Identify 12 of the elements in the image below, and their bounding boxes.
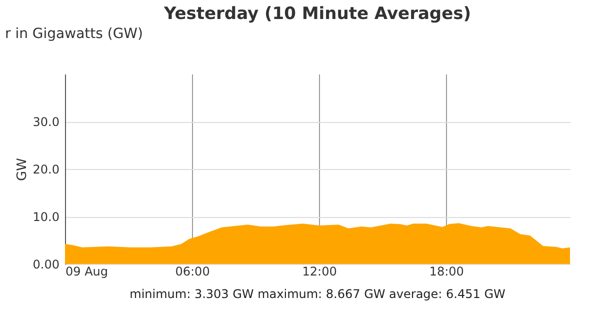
x-tick-label: 09 Aug [66, 264, 108, 278]
chart-title: Yesterday (10 Minute Averages) [162, 4, 472, 24]
text: minimum: 3.303 GW maximum: 8.667 GW average: 6.451 GW [130, 287, 506, 301]
y-tick-label: 0.00 [32, 258, 60, 272]
x-tick-label: 06:00 [175, 264, 210, 278]
y-tick-label: 10.0 [32, 210, 60, 224]
y-tick-label: 20.0 [32, 162, 60, 176]
y-axis-title: GW [14, 158, 30, 181]
x-tick-label: 18:00 [429, 264, 464, 278]
text: r in Gigawatts (GW) [5, 26, 143, 42]
y-tick-label: 30.0 [32, 115, 60, 129]
x-tick-label: 12:00 [302, 264, 337, 278]
